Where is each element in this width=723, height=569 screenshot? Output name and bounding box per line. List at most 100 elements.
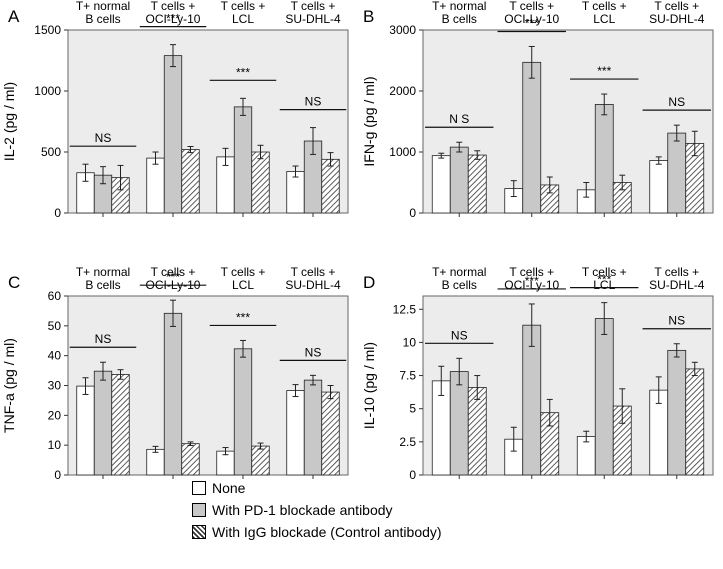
y-tick-label: 7.5 [399, 369, 416, 383]
bar [286, 171, 305, 214]
y-tick-label: 10 [48, 438, 62, 452]
bar [594, 104, 614, 214]
significance-label: *** [597, 64, 611, 78]
panel-letter: A [8, 7, 20, 26]
significance-label: *** [166, 12, 180, 26]
bar [146, 157, 165, 214]
bar [233, 348, 253, 476]
y-tick-label: 20 [48, 408, 62, 422]
significance-label: NS [305, 95, 322, 109]
panel-letter: C [8, 273, 20, 292]
category-label: OCI-Ly-10 [146, 12, 201, 26]
significance-label: N S [449, 112, 469, 126]
bar [163, 312, 183, 476]
legend-item-none: None [192, 477, 522, 499]
y-tick-label: 1000 [34, 84, 61, 98]
significance-label: *** [236, 65, 250, 79]
y-tick-label: 5 [409, 402, 416, 416]
category-label: T+ normal [76, 265, 130, 279]
significance-label: NS [95, 131, 112, 145]
y-axis-label: IFN-g (pg / ml) [361, 76, 377, 166]
bar [76, 385, 95, 476]
y-tick-label: 3000 [389, 23, 416, 37]
category-label: LCL [232, 12, 254, 26]
bar [181, 443, 200, 476]
chart-panel-d: D IL-10 (pg / ml) 0 2.5 5 7.5 10 12.5 T+ normalB… [361, 265, 714, 482]
y-tick-label: 30 [48, 379, 62, 393]
category-label: T cells + [221, 0, 266, 13]
category-label: T cells + [291, 265, 336, 279]
category-label: LCL [593, 278, 615, 292]
y-tick-label: 1500 [34, 23, 61, 37]
category-label: T+ normal [432, 265, 486, 279]
bar [181, 149, 200, 214]
bar [93, 370, 113, 476]
bar [449, 146, 469, 214]
bar [146, 448, 165, 476]
y-axis-label: IL-2 (pg / ml) [1, 82, 17, 161]
category-label: B cells [442, 278, 477, 292]
bar [111, 374, 130, 476]
legend-item-pd1: With PD-1 blockade antibody [192, 499, 522, 521]
category-label: T cells + [654, 265, 699, 279]
legend-label-pd1: With PD-1 blockade antibody [212, 502, 393, 518]
significance-label: NS [305, 345, 322, 359]
y-tick-label: 0 [409, 206, 416, 220]
y-axis-label: TNF-a (pg / ml) [1, 338, 17, 433]
significance-label: *** [166, 270, 180, 284]
category-label: SU-DHL-4 [649, 278, 705, 292]
bar [303, 379, 323, 476]
category-label: T+ normal [76, 0, 130, 13]
legend-label-none: None [212, 480, 246, 496]
significance-label: NS [668, 314, 685, 328]
bar [522, 61, 542, 214]
bar [685, 368, 705, 476]
bar [286, 390, 305, 476]
legend-label-igg: With IgG blockade (Control antibody) [212, 524, 442, 540]
bar [321, 391, 340, 476]
y-tick-label: 12.5 [393, 302, 417, 316]
category-label: B cells [442, 12, 477, 26]
category-label: LCL [593, 12, 615, 26]
bar [251, 151, 270, 214]
bar [667, 349, 687, 476]
significance-label: *** [525, 274, 539, 288]
bar [431, 155, 451, 214]
y-tick-label: 60 [48, 289, 62, 303]
significance-label: *** [236, 310, 250, 324]
legend-swatch-none [192, 481, 206, 495]
y-tick-label: 1000 [389, 145, 416, 159]
bar [594, 318, 614, 476]
significance-label: NS [668, 95, 685, 109]
y-tick-label: 2000 [389, 84, 416, 98]
category-label: T cells + [151, 265, 196, 279]
bar [449, 371, 469, 476]
category-label: B cells [85, 12, 120, 26]
category-label: LCL [232, 278, 254, 292]
category-label: T cells + [291, 0, 336, 13]
y-tick-label: 500 [41, 145, 61, 159]
category-label: B cells [85, 278, 120, 292]
panel-letter: B [363, 7, 374, 26]
legend-swatch-igg [192, 525, 206, 539]
significance-label: *** [525, 16, 539, 30]
bar [251, 445, 270, 476]
y-tick-label: 40 [48, 349, 62, 363]
bar [467, 154, 487, 214]
bar [522, 324, 542, 476]
category-label: T cells + [151, 0, 196, 13]
legend-swatch-pd1 [192, 503, 206, 517]
category-label: T cells + [582, 265, 627, 279]
category-label: OCI-Ly-10 [504, 12, 559, 26]
category-label: SU-DHL-4 [649, 12, 705, 26]
significance-label: NS [95, 332, 112, 346]
category-label: T cells + [509, 0, 554, 13]
y-axis-label: IL-10 (pg / ml) [361, 342, 377, 429]
category-label: T cells + [221, 265, 266, 279]
bar [233, 106, 253, 214]
category-label: T cells + [509, 265, 554, 279]
category-label: T cells + [654, 0, 699, 13]
chart-panel-b: B IFN-g (pg / ml) 0 1000 2000 3000 T+ normalB … [361, 0, 714, 220]
y-tick-label: 0 [409, 468, 416, 482]
